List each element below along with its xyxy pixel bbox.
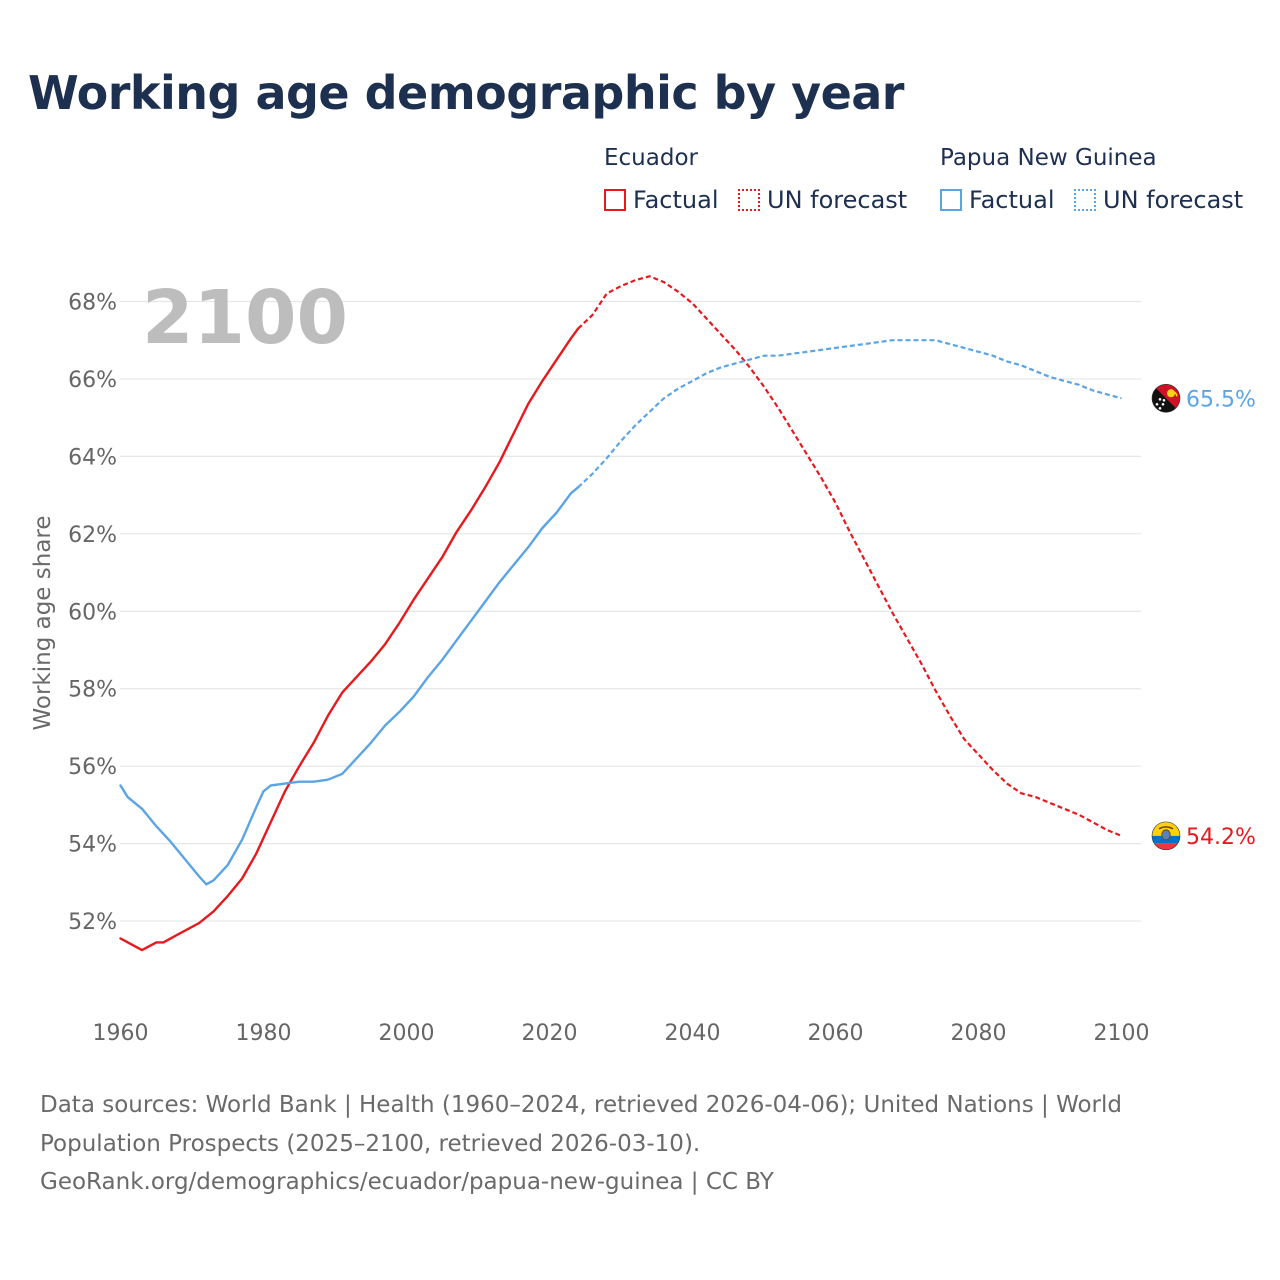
x-tick-label: 2060 — [808, 1021, 864, 1046]
series-line-factual — [119, 327, 580, 952]
legend-swatch-dotted-red — [738, 189, 760, 211]
legend-swatch-solid-red — [604, 189, 626, 211]
series-lines — [119, 275, 1122, 952]
series-end-label: 54.2% — [1186, 825, 1256, 850]
papua-new-guinea-flag-icon — [1151, 383, 1181, 413]
legend-label: UN forecast — [1103, 186, 1244, 214]
legend-ecuador-forecast[interactable]: UN forecast — [738, 186, 907, 214]
legend-label: Factual — [969, 186, 1055, 214]
flag-band — [1152, 843, 1180, 850]
source-line-2: Population Prospects (2025–2100, retriev… — [40, 1130, 701, 1157]
legend-group-ecuador: Ecuador — [604, 145, 698, 171]
y-tick-label: 52% — [68, 910, 117, 935]
x-tick-label: 1960 — [93, 1021, 149, 1046]
ecuador-flag-icon — [1151, 821, 1181, 851]
data-sources: Data sources: World Bank | Health (1960–… — [40, 1086, 1200, 1202]
legend-ecuador-factual[interactable]: Factual — [604, 186, 719, 214]
x-tick-label: 2100 — [1094, 1021, 1150, 1046]
flag-outline — [1151, 821, 1181, 851]
flag-star — [1162, 398, 1166, 402]
x-tick-label: 2040 — [665, 1021, 721, 1046]
legend-swatch-dotted-blue — [1074, 189, 1096, 211]
legend-label: Factual — [633, 186, 719, 214]
legend-swatch-solid-blue — [940, 189, 962, 211]
y-tick-label: 64% — [68, 445, 117, 470]
series-line-forecast — [577, 339, 1122, 489]
x-tick-label: 2080 — [951, 1021, 1007, 1046]
flag-star — [1161, 402, 1165, 406]
legend-label: UN forecast — [767, 186, 908, 214]
series-end-label: 65.5% — [1186, 387, 1256, 412]
series-line-forecast — [577, 275, 1122, 837]
legend-group-png: Papua New Guinea — [940, 145, 1157, 171]
flag-condor — [1158, 826, 1174, 830]
y-tick-label: 54% — [68, 833, 117, 858]
legend-png-forecast[interactable]: UN forecast — [1074, 186, 1243, 214]
y-axis-ticks: 52% 54% 56% 58% 60% 62% 64% 66% 68% — [68, 290, 117, 935]
flag-band — [1152, 821, 1180, 836]
chart-title: Working age demographic by year — [28, 66, 905, 120]
flag-outline — [1151, 383, 1181, 413]
flag-star — [1158, 406, 1162, 410]
y-axis-label: Working age share — [30, 515, 56, 730]
line-chart: 52% 54% 56% 58% 60% 62% 64% 66% 68% 1960 1980 2000… — [30, 275, 1256, 1046]
flag-body — [1152, 384, 1180, 413]
x-tick-label: 2000 — [379, 1021, 435, 1046]
y-tick-label: 56% — [68, 755, 117, 780]
flag-star — [1158, 397, 1162, 401]
y-tick-label: 68% — [68, 290, 117, 315]
flag-star — [1155, 402, 1159, 406]
end-markers: 54.2% 65.5% — [1151, 383, 1256, 851]
y-tick-label: 66% — [68, 368, 117, 393]
gridlines — [120, 300, 1141, 922]
y-tick-label: 58% — [68, 678, 117, 703]
year-watermark: 2100 — [142, 275, 348, 361]
y-tick-label: 62% — [68, 523, 117, 548]
y-tick-label: 60% — [68, 600, 117, 625]
flag-bird-tail — [1167, 391, 1178, 397]
legend-png-factual[interactable]: Factual — [940, 186, 1055, 214]
flag-emblem — [1161, 829, 1171, 841]
source-line-1: Data sources: World Bank | Health (1960–… — [40, 1092, 1122, 1118]
source-link[interactable]: GeoRank.org/demographics/ecuador/papua-n… — [40, 1169, 774, 1195]
flag-body — [1152, 821, 1180, 850]
x-axis-ticks: 1960 1980 2000 2020 2040 2060 2080 2100 — [93, 1021, 1150, 1046]
series-line-factual — [119, 486, 580, 886]
x-tick-label: 1980 — [236, 1021, 292, 1046]
x-tick-label: 2020 — [522, 1021, 578, 1046]
